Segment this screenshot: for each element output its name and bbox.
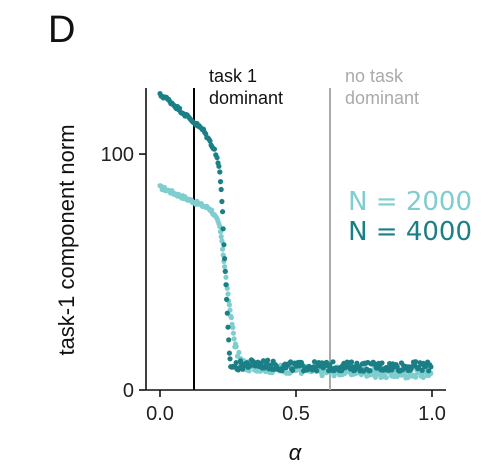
data-point: [223, 274, 229, 280]
data-point: [225, 324, 231, 330]
data-point: [220, 209, 226, 215]
data-point: [227, 356, 233, 362]
x-tick-label: 0.0: [146, 403, 174, 425]
data-point: [405, 374, 411, 380]
annotation-label: dominant: [209, 88, 283, 108]
data-point: [226, 302, 232, 308]
data-point: [348, 359, 355, 365]
data-point: [218, 186, 224, 193]
data-point: [230, 330, 236, 336]
legend-entry: N = 2000: [348, 187, 472, 217]
data-point: [265, 357, 271, 363]
data-point: [251, 359, 257, 365]
data-point: [290, 367, 296, 373]
data-point: [224, 296, 230, 302]
data-point: [226, 350, 232, 356]
data-point: [222, 256, 228, 262]
data-point: [217, 169, 223, 175]
data-point: [233, 360, 239, 366]
data-point: [218, 234, 224, 240]
data-point: [319, 373, 325, 379]
data-point: [220, 226, 226, 232]
data-point: [207, 138, 213, 144]
data-point: [420, 374, 426, 380]
data-point: [268, 362, 274, 368]
data-point: [217, 179, 224, 185]
data-point: [222, 264, 228, 270]
x-tick-label: 1.0: [418, 403, 446, 425]
y-axis-label: task-1 component norm: [54, 124, 79, 355]
data-point: [367, 368, 373, 374]
data-point: [228, 315, 234, 321]
data-point: [419, 367, 425, 373]
data-point: [428, 364, 434, 370]
data-point: [226, 337, 232, 343]
data-point: [222, 268, 228, 274]
data-point: [426, 368, 432, 374]
data-point: [260, 358, 266, 364]
data-point: [330, 359, 336, 365]
axis-ticks: 0.0 0.5 1.0 0 100: [101, 144, 446, 425]
data-point: [236, 349, 242, 356]
annotation-label: no task: [345, 66, 404, 86]
data-point: [221, 242, 227, 248]
annotation-label: task 1: [209, 66, 257, 86]
data-point: [230, 324, 236, 331]
series-1: [157, 91, 434, 374]
data-point: [214, 155, 220, 161]
series-layer: [157, 91, 434, 381]
data-point: [220, 246, 226, 252]
data-point: [223, 282, 229, 288]
data-point: [177, 105, 183, 111]
data-point: [211, 146, 217, 152]
data-point: [311, 359, 318, 365]
data-point: [314, 368, 320, 374]
data-point: [299, 362, 306, 368]
y-tick-label: 0: [123, 380, 134, 402]
legend-entry: N = 4000: [348, 217, 472, 247]
panel-label: D: [48, 9, 75, 51]
x-tick-label: 0.5: [282, 403, 310, 425]
annotation-label: dominant: [345, 88, 419, 108]
y-tick-label: 100: [101, 144, 134, 166]
data-point: [231, 336, 237, 342]
data-point: [233, 344, 239, 350]
data-point: [219, 198, 225, 205]
data-point: [216, 163, 222, 169]
data-point: [413, 374, 419, 380]
data-point: [413, 359, 419, 365]
data-point: [224, 310, 230, 316]
data-point: [225, 291, 231, 297]
x-axis-label: α: [289, 440, 303, 465]
data-point: [247, 363, 253, 369]
data-point: [383, 374, 389, 381]
data-point: [379, 360, 385, 366]
